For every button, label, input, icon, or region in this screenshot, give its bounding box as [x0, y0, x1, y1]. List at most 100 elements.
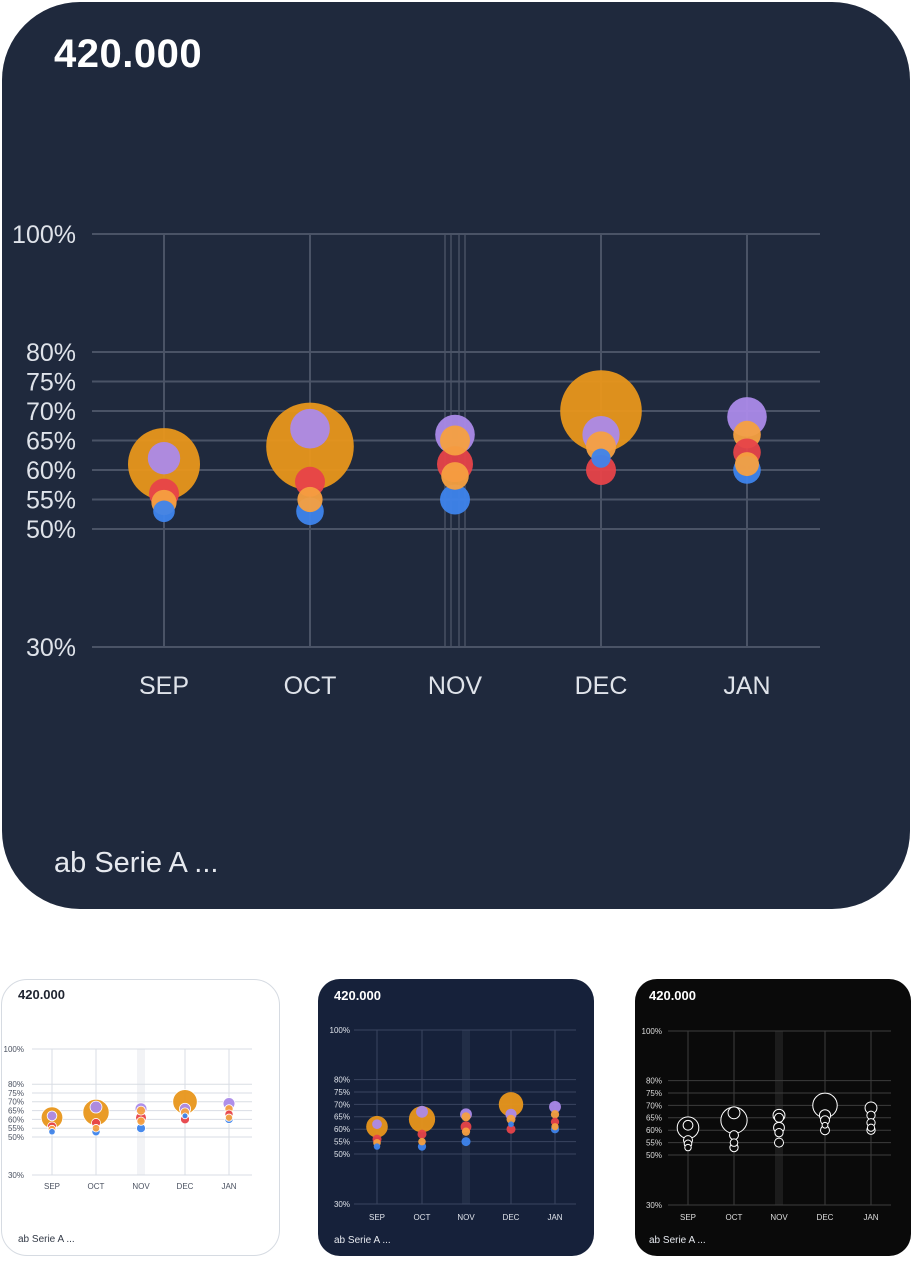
y-tick-label: 60%	[334, 1125, 350, 1134]
y-tick-label: 30%	[8, 1171, 24, 1180]
x-tick-label: OCT	[414, 1213, 431, 1222]
chart-card-light[interactable]: 100% 80% 75% 70% 65% 60% 55% 50% 30% SEP OCT NOV DEC…	[1, 979, 280, 1256]
x-tick-label: OCT	[726, 1213, 743, 1222]
bubble-point	[774, 1128, 784, 1138]
chart-card-navy[interactable]: 100% 80% 75% 70% 65% 60% 55% 50% 30% SEP OCT NOV DEC…	[318, 979, 594, 1256]
chart-card-outline[interactable]: 100% 80% 75% 70% 65% 60% 55% 50% 30% SEP OCT NOV DEC…	[635, 979, 911, 1256]
bubble-point	[295, 466, 325, 497]
y-tick-label: 100%	[4, 1045, 24, 1054]
bubble-point	[416, 1105, 428, 1118]
y-tick-label: 60%	[26, 457, 76, 485]
x-tick-label: OCT	[284, 672, 337, 700]
bubble-point	[735, 452, 759, 477]
bubble-point	[441, 462, 469, 490]
bubble-point	[147, 442, 181, 475]
bubble-point	[461, 1137, 471, 1147]
x-tick-label: NOV	[457, 1213, 475, 1222]
bubble-point	[461, 1127, 471, 1136]
x-tick-label: NOV	[428, 672, 483, 700]
bubble-point	[727, 1106, 741, 1120]
bubble-chart: 100%80%75%70%65%60%55%50%30%SEP OCT NOV DEC…	[642, 1027, 891, 1222]
bubble-point	[729, 1130, 739, 1141]
y-tick-label: 30%	[26, 634, 76, 662]
series-footer: ab Serie A ...	[649, 1235, 706, 1246]
y-tick-label: 70%	[334, 1100, 350, 1109]
series-footer: ab Serie A ...	[18, 1234, 75, 1245]
y-tick-label: 80%	[334, 1075, 350, 1084]
bubble-point	[440, 484, 470, 515]
bubble-point	[506, 1114, 516, 1124]
y-tick-label: 65%	[646, 1114, 662, 1123]
bubble-point	[417, 1129, 427, 1139]
bubble-point	[821, 1121, 829, 1129]
y-tick-label: 65%	[334, 1113, 350, 1122]
bubble-point	[729, 1138, 739, 1147]
y-tick-label: 55%	[8, 1124, 24, 1133]
bubble-point	[297, 486, 323, 513]
y-tick-label: 30%	[646, 1201, 662, 1210]
x-tick-label: JAN	[547, 1213, 562, 1222]
x-tick-label: NOV	[770, 1213, 788, 1222]
x-tick-label: SEP	[680, 1213, 696, 1222]
y-tick-label: 65%	[8, 1106, 24, 1115]
bubble-point	[224, 1113, 233, 1122]
y-tick-label: 80%	[26, 339, 76, 367]
y-tick-label: 70%	[8, 1098, 24, 1107]
x-tick-label: JAN	[863, 1213, 878, 1222]
x-tick-label: DEC	[817, 1213, 834, 1222]
bubble-point	[560, 370, 642, 452]
x-tick-label: DEC	[177, 1182, 194, 1191]
y-tick-label: 50%	[26, 516, 76, 544]
y-tick-label: 50%	[334, 1150, 350, 1159]
bubble-point	[89, 1100, 103, 1114]
bubble-point	[591, 448, 611, 468]
series-footer: ab Serie A ...	[54, 847, 219, 879]
y-tick-label: 50%	[8, 1133, 24, 1142]
y-tick-label: 75%	[8, 1089, 24, 1098]
bubble-chart: 100%80%75%70%65%60%55%50%30%SEP OCT NOV DEC…	[12, 221, 820, 700]
bubble-point	[290, 408, 330, 449]
bubble-point	[372, 1119, 382, 1130]
y-tick-label: 75%	[646, 1089, 662, 1098]
y-tick-label: 100%	[642, 1027, 662, 1036]
y-tick-label: 70%	[646, 1101, 662, 1110]
y-tick-label: 60%	[8, 1115, 24, 1124]
y-tick-label: 65%	[26, 428, 76, 456]
bubble-point	[408, 1106, 436, 1133]
chart-card-large[interactable]: 100% 80% 75% 70% 65% 60% 55% 50% 30% SEP OCT NOV DEC…	[2, 2, 910, 909]
x-tick-label: SEP	[369, 1213, 385, 1222]
bubble-point	[684, 1143, 692, 1152]
bubble-point	[774, 1112, 784, 1123]
bubble-point	[551, 1123, 559, 1131]
x-tick-label: JAN	[723, 672, 770, 700]
bubble-point	[461, 1112, 471, 1122]
x-tick-label: SEP	[139, 672, 189, 700]
y-tick-label: 30%	[334, 1200, 350, 1209]
y-tick-label: 70%	[26, 398, 76, 426]
headline-value: 420.000	[18, 987, 65, 1002]
x-tick-label: NOV	[132, 1182, 150, 1191]
headline-value: 420.000	[334, 988, 381, 1003]
y-tick-label: 55%	[646, 1138, 662, 1147]
y-tick-label: 80%	[8, 1080, 24, 1089]
bubble-point	[549, 1100, 561, 1113]
bubble-point	[136, 1116, 146, 1126]
x-tick-label: OCT	[88, 1182, 105, 1191]
bubble-point	[418, 1137, 426, 1146]
bubble-point	[682, 1119, 694, 1131]
bubble-point	[181, 1112, 189, 1120]
series-footer: ab Serie A ...	[334, 1235, 391, 1246]
x-tick-label: DEC	[503, 1213, 520, 1222]
y-tick-label: 55%	[26, 487, 76, 515]
bubble-point	[91, 1124, 101, 1133]
bubble-point	[498, 1092, 524, 1117]
bubble-point	[153, 500, 175, 523]
y-tick-label: 75%	[334, 1088, 350, 1097]
bubble-point	[48, 1128, 56, 1136]
bubble-point	[550, 1110, 560, 1119]
x-tick-label: DEC	[575, 672, 628, 700]
bubble-point	[866, 1123, 876, 1132]
y-tick-label: 75%	[26, 369, 76, 397]
headline-value: 420.000	[54, 32, 203, 76]
y-tick-label: 50%	[646, 1151, 662, 1160]
